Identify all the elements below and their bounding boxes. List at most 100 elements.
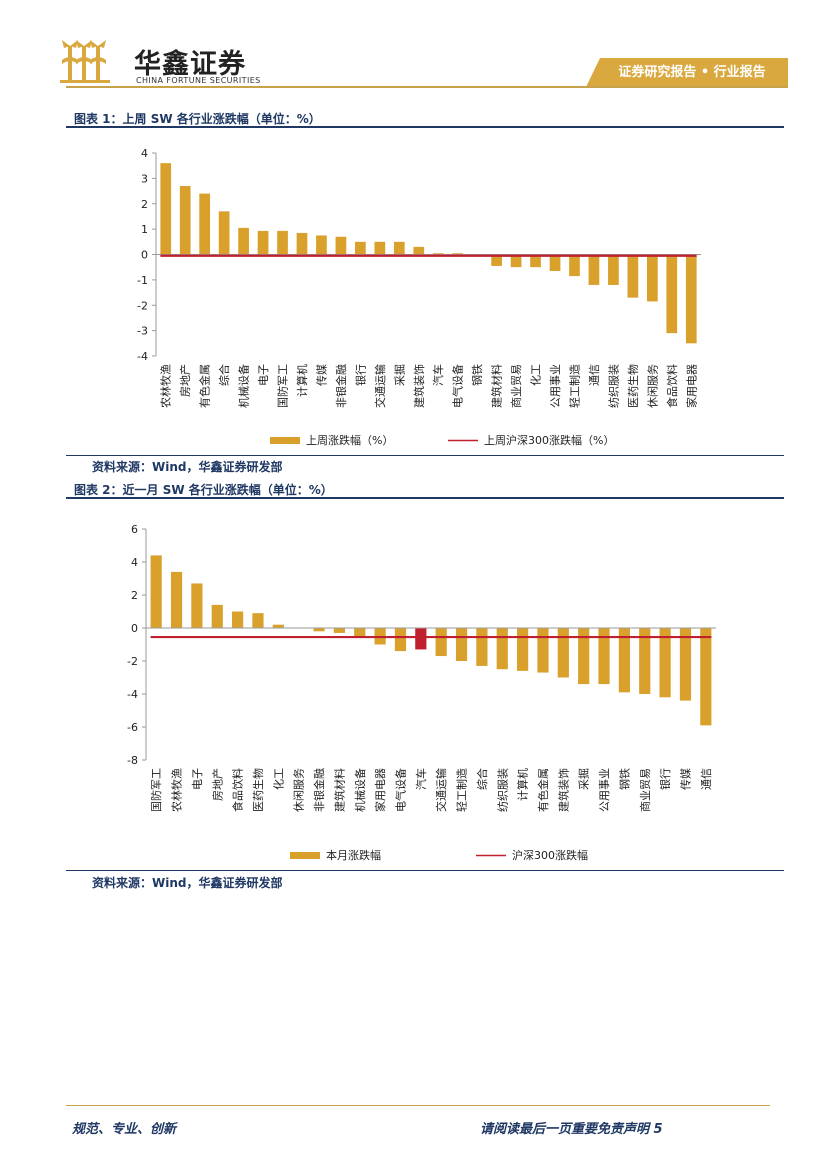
bar xyxy=(496,628,508,670)
x-category-label: 银行 xyxy=(353,364,367,386)
figure-2-top-rule xyxy=(66,497,784,499)
x-category-label: 电子 xyxy=(257,364,270,386)
bar xyxy=(491,254,502,266)
x-category-label: 综合 xyxy=(217,364,231,386)
bar xyxy=(627,254,639,298)
footer-slogan: 规范、专业、创新 xyxy=(72,1122,177,1137)
legend-line-label: 上周沪深300涨跌幅（%） xyxy=(484,433,614,447)
y-tick-label: -6 xyxy=(127,721,138,734)
bar xyxy=(598,628,610,685)
y-tick-label: 4 xyxy=(131,556,138,569)
x-category-label: 机械设备 xyxy=(353,768,367,812)
y-tick-label: 2 xyxy=(131,589,138,602)
figure-2-title: 图表 2：近一月 SW 各行业涨跌幅（单位：%） xyxy=(74,483,333,497)
x-category-label: 建筑材料 xyxy=(332,768,346,812)
x-category-label: 建筑装饰 xyxy=(412,364,426,408)
x-category-label: 汽车 xyxy=(431,364,445,386)
x-category-label: 化工 xyxy=(529,364,543,386)
y-tick-label: -2 xyxy=(127,655,138,668)
bar xyxy=(700,628,712,726)
bar xyxy=(452,253,464,255)
bar xyxy=(333,628,345,633)
x-category-label: 采掘 xyxy=(577,768,591,790)
figure-2-chart: 6 4 2 0 -2 -4 -6 -8 国防军工 农林牧渔 电子 房地产 食品饮料 医药生物 化工 休闲服务非… xyxy=(66,504,784,868)
x-category-label: 休闲服务 xyxy=(292,768,306,812)
y-tick-label: 4 xyxy=(141,147,148,160)
y-tick-label: -8 xyxy=(127,754,138,767)
x-category-label: 电气设备 xyxy=(393,768,407,812)
x-category-label: 食品饮料 xyxy=(231,768,245,812)
x-category-label: 有色金属 xyxy=(198,364,212,408)
y-tick-label: -3 xyxy=(137,325,148,338)
bar xyxy=(530,254,541,268)
x-category-label: 商业贸易 xyxy=(509,364,523,408)
y-tick-label: -4 xyxy=(127,688,138,701)
y-tick-label: 6 xyxy=(131,523,138,536)
x-category-label: 通信 xyxy=(700,768,713,790)
bar xyxy=(277,230,288,255)
figure-1-title: 图表 1：上周 SW 各行业涨跌幅（单位：%） xyxy=(74,112,321,126)
x-category-label: 纺织服装 xyxy=(606,364,620,408)
y-tick-label: 0 xyxy=(141,249,148,262)
bar xyxy=(150,555,162,628)
x-category-label: 机械设备 xyxy=(237,364,251,408)
x-category-label: 纺织服装 xyxy=(495,768,509,812)
y-tick-label: 1 xyxy=(141,223,148,236)
x-category-label: 电气设备 xyxy=(451,364,465,408)
x-category-label: 国防军工 xyxy=(149,768,163,812)
bar xyxy=(588,254,600,285)
footer-disclaimer-note: 请阅读最后一页重要免责声明 5 xyxy=(480,1122,663,1137)
bar xyxy=(354,628,366,638)
x-category-label: 计算机 xyxy=(516,768,530,801)
bar xyxy=(393,241,405,255)
bar xyxy=(355,241,366,255)
x-category-label: 家用电器 xyxy=(684,364,698,408)
x-category-label: 汽车 xyxy=(414,768,428,790)
bar xyxy=(316,235,327,255)
x-category-label: 房地产 xyxy=(210,768,224,801)
y-tick-label: 0 xyxy=(131,622,138,635)
x-category-label: 有色金属 xyxy=(536,768,550,812)
bar xyxy=(257,230,269,255)
bar xyxy=(160,163,172,255)
logo-english-name: CHINA FORTUNE SECURITIES xyxy=(136,76,261,85)
y-tick-label: -4 xyxy=(137,350,148,363)
figure-1-bottom-rule xyxy=(66,455,784,456)
figure-1-top-rule xyxy=(66,126,784,128)
chart-1-svg: 4 3 2 1 0 -1 -2 -3 -4 农林牧渔 房地产 有色金属 综合 机械设备 电子 国防军工 计算机传… xyxy=(137,147,701,447)
bar xyxy=(374,241,386,255)
x-category-label: 银行 xyxy=(658,768,672,790)
bar xyxy=(238,227,249,255)
bar xyxy=(646,254,658,302)
bar xyxy=(517,628,529,671)
x-category-label: 家用电器 xyxy=(373,768,387,812)
y-tick-label: 3 xyxy=(141,172,148,185)
footer-divider xyxy=(66,1105,770,1106)
x-category-label: 传媒 xyxy=(315,364,328,386)
x-category-label: 农林牧渔 xyxy=(170,768,184,812)
x-category-label: 钢铁 xyxy=(471,364,484,386)
figure-2-bottom-rule xyxy=(66,870,784,871)
x-category-label: 休闲服务 xyxy=(645,364,659,408)
figure-1-chart: 4 3 2 1 0 -1 -2 -3 -4 农林牧渔 房地产 有色金属 综合 机械设备 电子 国防军工 计算机传… xyxy=(66,132,784,454)
x-category-label: 医药生物 xyxy=(251,768,265,812)
bar xyxy=(569,254,580,277)
x-category-label: 钢铁 xyxy=(618,768,631,790)
x-category-label: 农林牧渔 xyxy=(159,364,173,408)
figure-1-source: 资料来源：Wind，华鑫证券研发部 xyxy=(92,460,283,474)
header-divider xyxy=(66,86,788,88)
x-category-label: 公用事业 xyxy=(598,768,611,812)
bar xyxy=(394,628,407,652)
x-category-label: 采掘 xyxy=(392,364,406,386)
x-category-label: 建筑装饰 xyxy=(556,768,570,812)
bar xyxy=(199,193,211,255)
x-category-label: 轻工制造 xyxy=(455,768,469,812)
bar xyxy=(218,211,230,255)
bar xyxy=(296,232,308,255)
y-tick-label: 2 xyxy=(141,198,148,211)
x-category-label: 综合 xyxy=(475,768,489,790)
bar xyxy=(335,236,347,255)
x-category-label: 房地产 xyxy=(178,364,192,397)
x-category-label: 建筑材料 xyxy=(490,364,504,408)
brand-logo: 华鑫证券 CHINA FORTUNE SECURITIES xyxy=(60,40,300,88)
